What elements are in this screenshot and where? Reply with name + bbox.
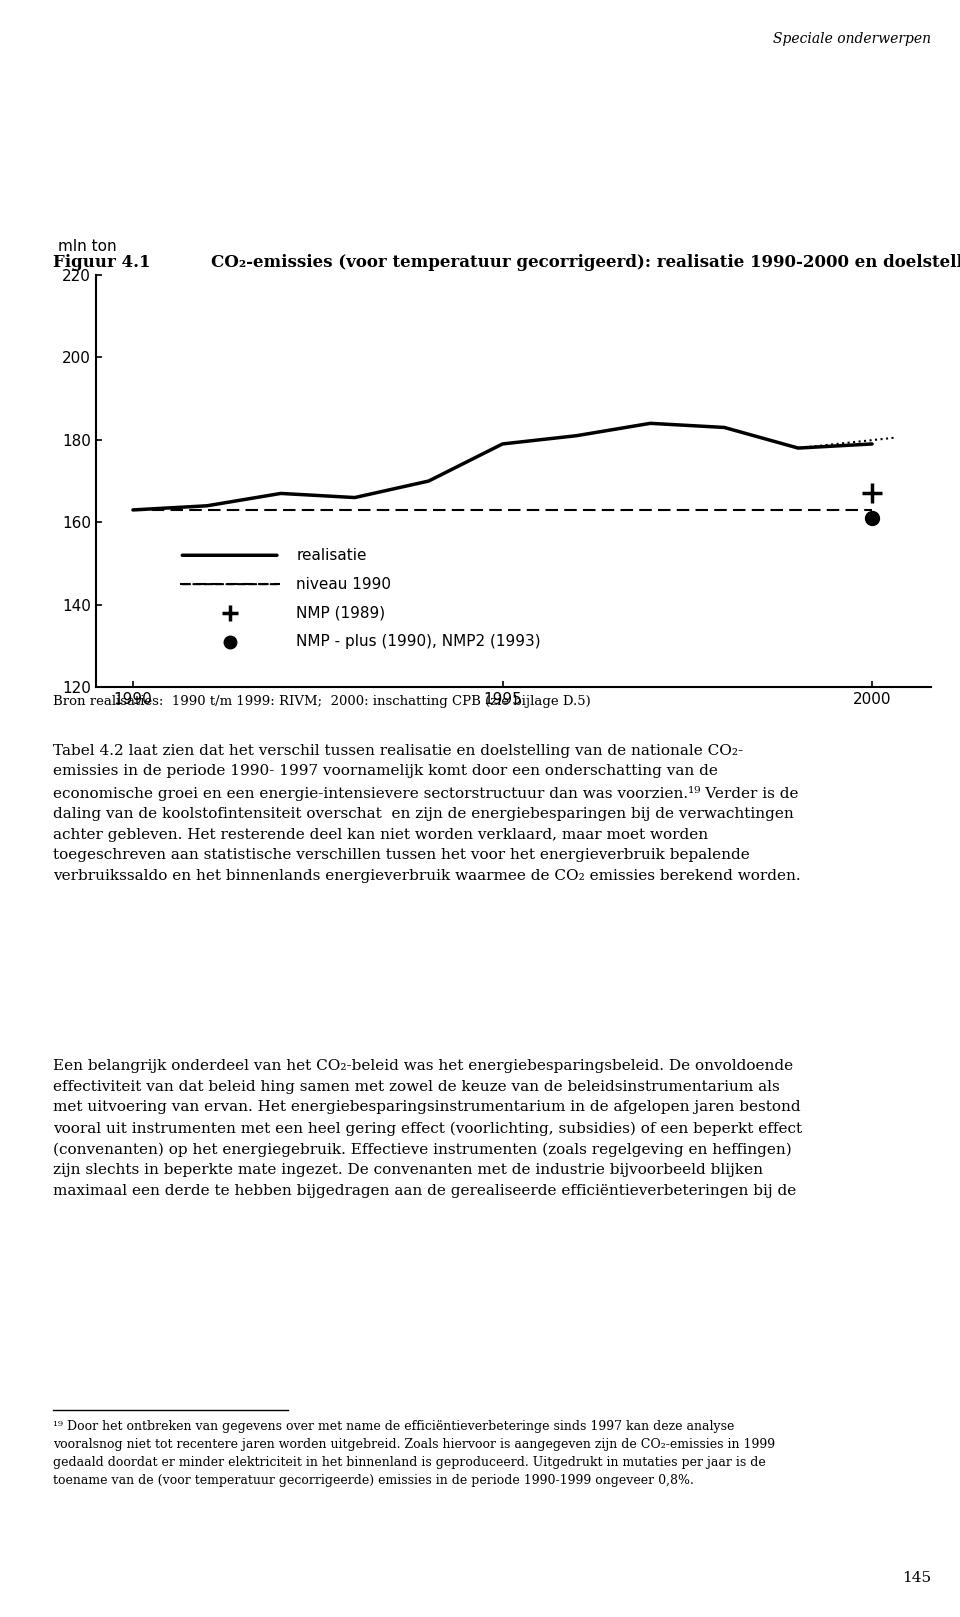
Text: NMP - plus (1990), NMP2 (1993): NMP - plus (1990), NMP2 (1993) [297, 634, 541, 650]
Text: ¹⁹ Door het ontbreken van gegevens over met name de efficiëntieverbeteringe sind: ¹⁹ Door het ontbreken van gegevens over … [53, 1420, 775, 1486]
Text: Bron realisaties:  1990 t/m 1999: RIVM;  2000: inschatting CPB (zie bijlage D.5): Bron realisaties: 1990 t/m 1999: RIVM; 2… [53, 695, 590, 708]
Text: Figuur 4.1: Figuur 4.1 [53, 254, 151, 272]
Text: Speciale onderwerpen: Speciale onderwerpen [773, 32, 931, 47]
Text: niveau 1990: niveau 1990 [297, 577, 392, 592]
Text: CO₂-emissies (voor temperatuur gecorrigeerd): realisatie 1990-2000 en doelstelli: CO₂-emissies (voor temperatuur gecorrige… [211, 254, 960, 272]
Text: realisatie: realisatie [297, 548, 367, 563]
Text: mln ton: mln ton [59, 239, 117, 254]
Text: Tabel 4.2 laat zien dat het verschil tussen realisatie en doelstelling van de na: Tabel 4.2 laat zien dat het verschil tus… [53, 744, 801, 883]
Text: Een belangrijk onderdeel van het CO₂-beleid was het energiebesparingsbeleid. De : Een belangrijk onderdeel van het CO₂-bel… [53, 1059, 802, 1198]
Text: 145: 145 [902, 1570, 931, 1585]
Text: NMP (1989): NMP (1989) [297, 605, 386, 621]
